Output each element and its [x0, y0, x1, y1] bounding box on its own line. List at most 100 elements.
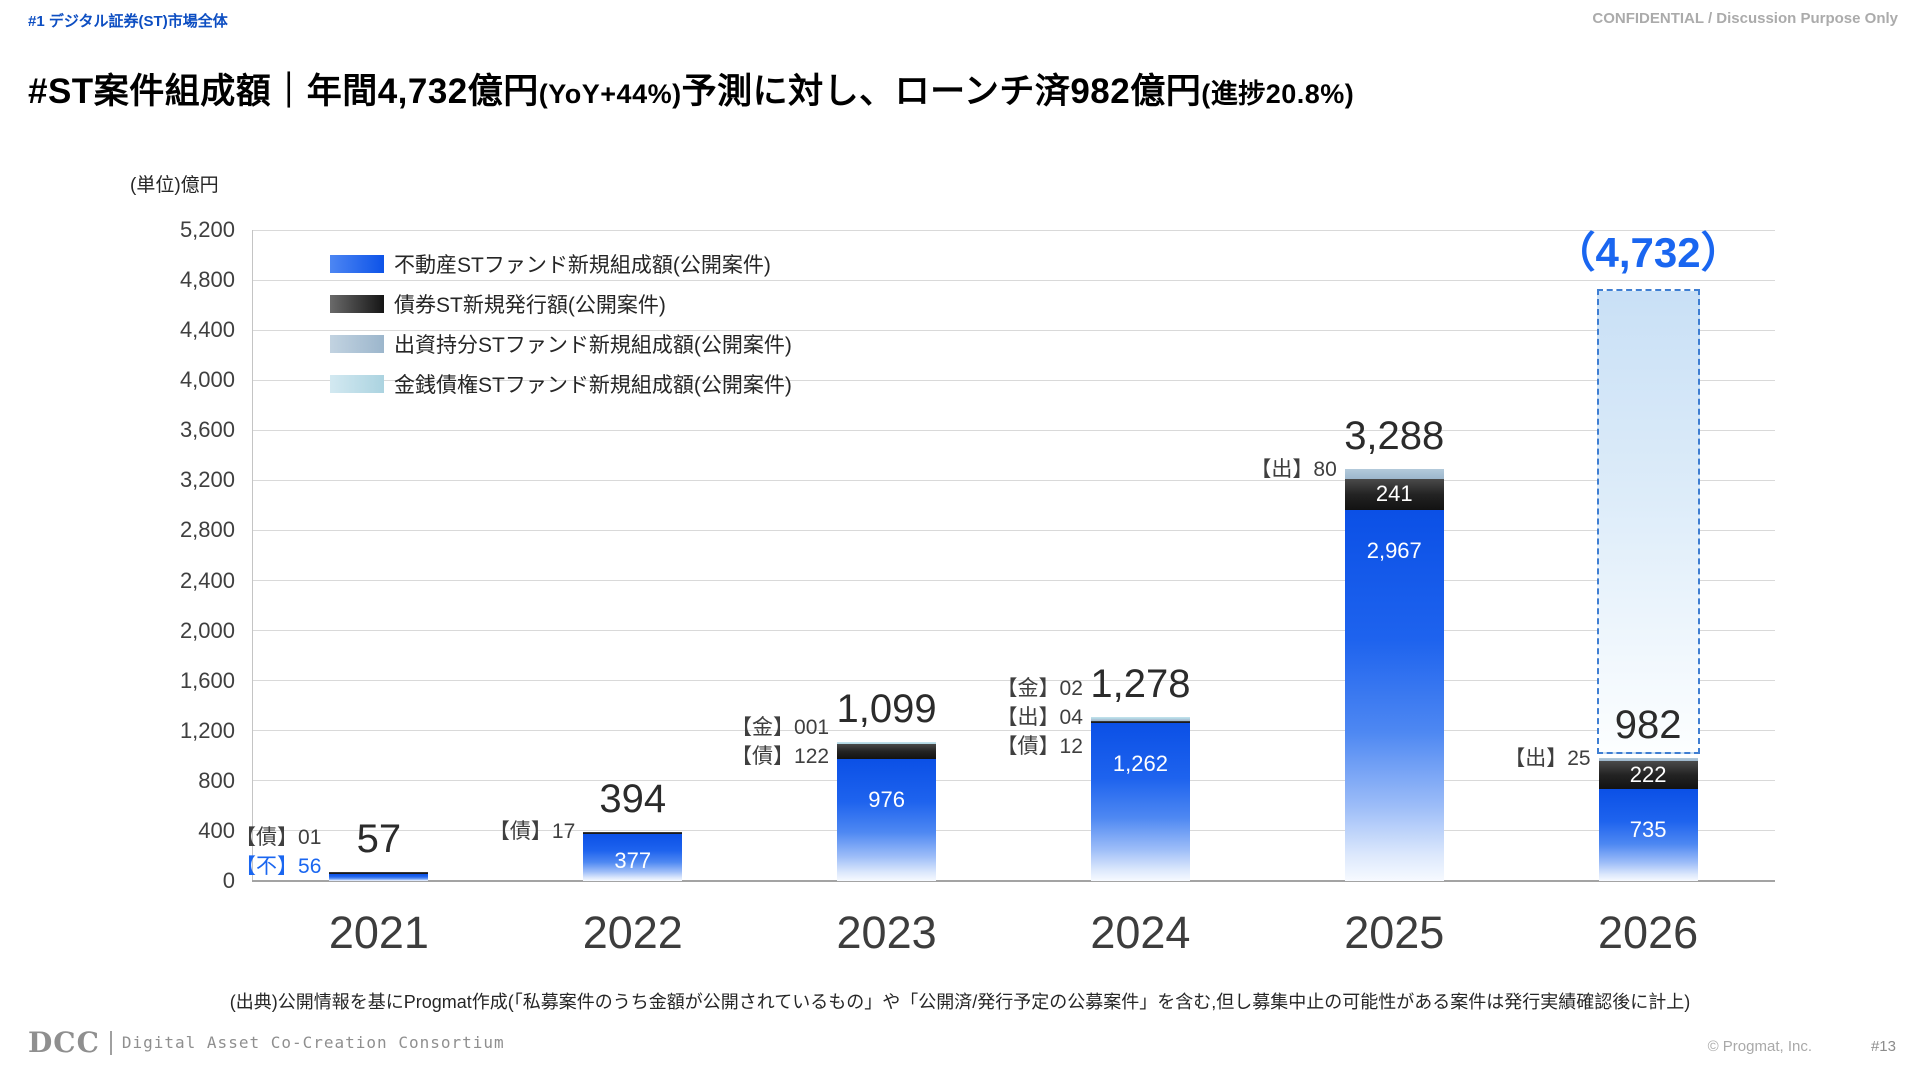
- page-title: #ST案件組成額｜年間4,732億円(YoY+44%)予測に対し、ローンチ済98…: [28, 63, 1354, 114]
- side-annotation: 【債】01: [235, 825, 322, 849]
- y-axis-unit-label: (単位)億円: [130, 175, 219, 196]
- y-tick-label: 1,600: [179, 667, 235, 693]
- legend-item: 不動産STファンド新規組成額(公開案件): [330, 244, 771, 284]
- dcc-logo-text: DCC: [28, 1026, 100, 1059]
- page-number: #13: [1870, 1038, 1896, 1055]
- side-annotation: 【金】001: [731, 715, 830, 739]
- title-part-1: #ST案件組成額｜年間4,732億円: [28, 72, 539, 112]
- y-tick-label: 4,400: [179, 317, 235, 343]
- bar-side-annotations: 【債】01 【不】56: [117, 823, 321, 881]
- x-axis-label: 2021: [328, 907, 429, 958]
- grid-line: [252, 830, 1775, 832]
- y-tick-label: 4,800: [179, 267, 235, 293]
- legend-label: 金銭債権STファンド新規組成額(公開案件): [394, 374, 792, 397]
- bar-segment-equity: [1090, 719, 1190, 721]
- bar-segment-bond: [1344, 479, 1444, 510]
- legend-label: 出資持分STファンド新規組成額(公開案件): [394, 334, 792, 357]
- title-part-3: 予測に対し、ローンチ済982億円: [681, 72, 1202, 112]
- legend-swatch-monetary: [330, 375, 384, 393]
- y-tick-label: 400: [198, 817, 235, 843]
- grid-line: [252, 279, 1775, 281]
- y-tick-label: 0: [222, 868, 235, 893]
- title-part-4: (進捗20.8%): [1201, 79, 1355, 110]
- bar-total-label: 3,288: [1344, 414, 1445, 459]
- side-annotation: 【不】56: [235, 854, 322, 878]
- bar-segment-monetary: [1090, 717, 1190, 719]
- grid-line: [252, 680, 1775, 682]
- bar-segment-bond: [1090, 721, 1190, 723]
- bar-segment-bond: [837, 743, 937, 759]
- bar-segment-bond: [329, 871, 429, 874]
- bar-side-annotations: 【金】02 【出】04 【債】12: [879, 674, 1083, 761]
- bar-segment-equity: [1598, 758, 1698, 762]
- legend-item: 出資持分STファンド新規組成額(公開案件): [330, 324, 792, 364]
- bar-segment-value: 241: [1375, 481, 1413, 507]
- bar-total-label: 982: [1614, 703, 1682, 748]
- y-tick-label: 2,800: [179, 517, 235, 543]
- legend-item: 金銭債権STファンド新規組成額(公開案件): [330, 364, 792, 404]
- confidential-label: CONFIDENTIAL / Discussion Purpose Only: [1592, 10, 1898, 27]
- section-tag: #1 デジタル証券(ST)市場全体: [28, 13, 228, 30]
- bar-segment-value: 735: [1629, 816, 1667, 842]
- bar-total-label: 57: [356, 816, 402, 861]
- bar-segment-real_estate: [329, 873, 429, 881]
- bar-segment-value: 377: [614, 847, 652, 873]
- side-annotation: 【債】122: [731, 744, 830, 768]
- legend-label: 不動産STファンド新規組成額(公開案件): [394, 254, 771, 277]
- x-axis-label: 2025: [1344, 907, 1445, 958]
- bar-segment-value: 976: [868, 786, 905, 812]
- bar-total-label: 1,099: [836, 686, 937, 731]
- legend-label: 債券ST新規発行額(公開案件): [394, 294, 666, 317]
- x-axis-line: [252, 880, 1775, 882]
- bar-side-annotations: 【出】80: [1133, 455, 1337, 484]
- y-tick-label: 4,000: [179, 367, 235, 393]
- grid-line: [252, 630, 1775, 632]
- grid-line: [252, 730, 1775, 732]
- bar-side-annotations: 【金】001 【債】122: [625, 713, 829, 771]
- bar-segment-bond: [1598, 761, 1698, 789]
- y-tick-label: 1,200: [179, 717, 235, 743]
- bar-total-label: 394: [599, 776, 667, 821]
- bar-segment-real_estate: [1344, 509, 1444, 881]
- bar-segment-real_estate: [1598, 788, 1698, 881]
- bar-segment-real_estate: [837, 758, 937, 881]
- legend-swatch-bond: [330, 295, 384, 313]
- y-tick-label: 2,000: [179, 617, 235, 643]
- consortium-name: Digital Asset Co-Creation Consortium: [121, 1033, 505, 1052]
- y-tick-label: 800: [198, 767, 235, 793]
- side-annotation: 【出】80: [1250, 457, 1337, 481]
- y-axis-line: [252, 230, 253, 881]
- bar-segment-equity: [1344, 469, 1444, 480]
- bar-side-annotations: 【出】25: [1387, 744, 1591, 773]
- legend-swatch-real_estate: [330, 255, 384, 273]
- side-annotation: 【債】17: [488, 820, 576, 844]
- grid-line: [252, 529, 1775, 531]
- grid-line: [252, 429, 1775, 431]
- side-annotation: 【出】25: [1504, 746, 1591, 770]
- grid-line: [252, 580, 1775, 582]
- grid-line: [252, 780, 1775, 782]
- forecast-box: [1596, 288, 1700, 755]
- y-tick-label: 2,400: [179, 567, 235, 593]
- bar-segment-value: 1,262: [1112, 751, 1168, 776]
- grid-line: [252, 479, 1775, 481]
- grid-line: [252, 229, 1775, 231]
- bar-side-annotations: 【債】17: [371, 817, 575, 846]
- y-tick-label: 3,200: [179, 467, 235, 493]
- bar-segment-real_estate: [1090, 723, 1190, 881]
- grid-line: [252, 329, 1775, 331]
- side-annotation: 【出】04: [996, 705, 1083, 729]
- x-axis-label: 2023: [836, 907, 937, 958]
- title-part-2: (YoY+44%): [538, 79, 682, 110]
- bar-segment-bond: [583, 831, 683, 834]
- x-axis-label: 2026: [1598, 907, 1699, 958]
- bar-segment-monetary: [837, 741, 937, 744]
- bar-total-label: 1,278: [1090, 662, 1191, 706]
- y-tick-label: 3,600: [179, 417, 235, 443]
- legend-swatch-equity: [330, 335, 384, 353]
- logo-divider: [109, 1030, 112, 1055]
- grid-line: [252, 379, 1775, 381]
- bar-segment-value: 222: [1629, 762, 1667, 788]
